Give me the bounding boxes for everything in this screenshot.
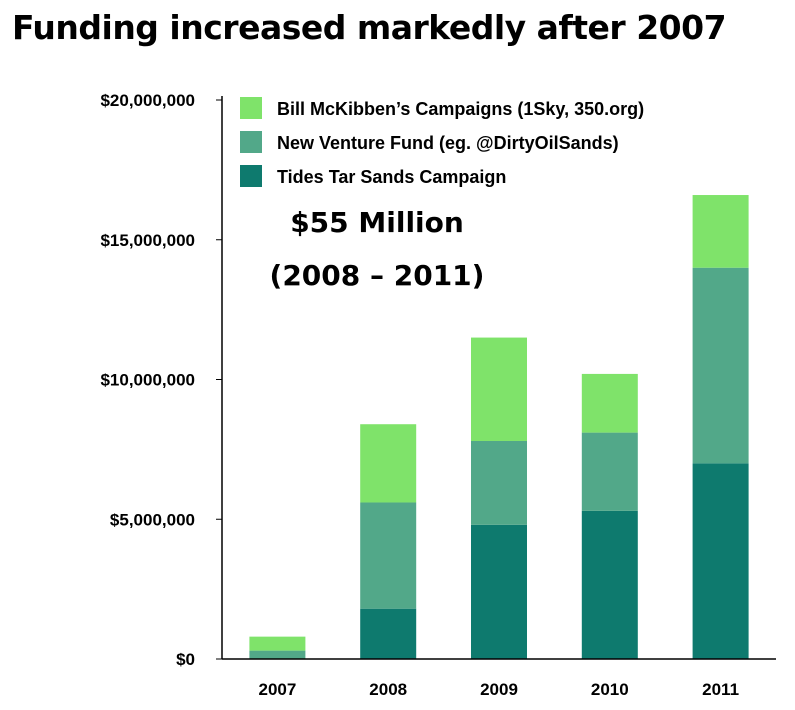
bar-segment [249, 636, 306, 651]
bar-segment [581, 373, 638, 433]
x-tick-label: 2011 [702, 680, 739, 699]
legend-swatch [240, 165, 262, 187]
bars [249, 195, 749, 659]
bar-segment [581, 432, 638, 511]
bar-segment [471, 337, 527, 441]
legend-swatch [240, 97, 262, 119]
annotation-period: (2008 – 2011) [270, 259, 485, 292]
y-axis-labels: $0 $5,000,000 $10,000,000 $15,000,000 $20,00… [100, 91, 222, 669]
bar-segment [360, 502, 417, 609]
x-tick-label: 2008 [369, 680, 407, 699]
x-tick-label: 2007 [258, 680, 296, 699]
y-tick-label: $20,000,000 [100, 91, 195, 110]
x-axis-labels: 2007 2008 2009 2010 2011 [258, 680, 739, 699]
bar-segment [249, 650, 306, 659]
legend: Bill McKibben’s Campaigns (1Sky, 350.org… [240, 97, 644, 187]
chart-title: Funding increased markedly after 2007 [12, 8, 727, 47]
bar-segment [692, 195, 749, 268]
legend-label: Bill McKibben’s Campaigns (1Sky, 350.org… [277, 99, 644, 119]
bar-segment [471, 440, 527, 525]
legend-label: Tides Tar Sands Campaign [277, 167, 506, 187]
legend-label: New Venture Fund (eg. @DirtyOilSands) [277, 133, 619, 153]
x-tick-label: 2009 [480, 680, 518, 699]
y-tick-label: $5,000,000 [110, 510, 195, 529]
bar-segment [360, 608, 417, 659]
annotation-total: $55 Million [290, 206, 464, 239]
bar-segment [581, 510, 638, 659]
legend-swatch [240, 131, 262, 153]
y-tick-label: $10,000,000 [100, 371, 195, 390]
bar-segment [692, 463, 749, 659]
x-tick-label: 2010 [591, 680, 629, 699]
y-tick-label: $0 [176, 650, 195, 669]
bar-segment [360, 424, 417, 503]
bar-segment [692, 267, 749, 464]
bar-segment [471, 524, 527, 659]
y-tick-label: $15,000,000 [100, 231, 195, 250]
